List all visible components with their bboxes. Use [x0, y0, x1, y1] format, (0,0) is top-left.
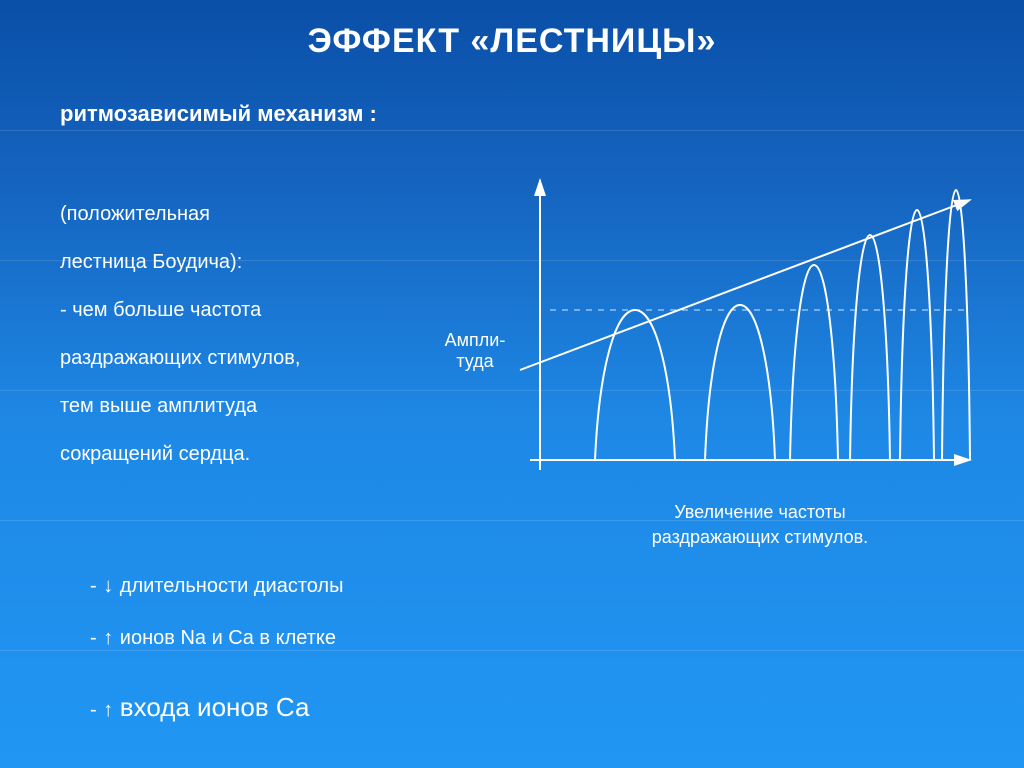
staircase-chart	[480, 170, 980, 490]
chart-svg	[480, 170, 980, 490]
para-line: раздражающих стимулов,	[60, 334, 420, 382]
arrow-up-icon: ↑	[102, 684, 114, 736]
para-line: - чем больше частота	[60, 286, 420, 334]
list-item: - ↑ входа ионов Са	[90, 674, 343, 742]
para-line: сокращений сердца.	[60, 430, 420, 478]
para-line: тем выше амплитуда	[60, 382, 420, 430]
bottom-list: - ↓ длительности диастолы - ↑ ионов Na и…	[90, 560, 343, 742]
slide-title: ЭФФЕКТ «ЛЕСТНИЦЫ»	[0, 0, 1024, 61]
list-item: - ↓ длительности диастолы	[90, 560, 343, 612]
slide-subtitle: ритмозависимый механизм :	[60, 101, 1024, 127]
para-line: (положительная	[60, 190, 420, 238]
paragraph-block: (положительная лестница Боудича): - чем …	[60, 190, 420, 478]
y-axis-label: Ампли- туда	[435, 330, 515, 372]
arrow-up-icon: ↑	[102, 612, 114, 664]
para-line: лестница Боудича):	[60, 238, 420, 286]
list-item: - ↑ ионов Na и Ca в клетке	[90, 612, 343, 664]
arrow-down-icon: ↓	[102, 560, 114, 612]
x-axis-label: Увеличение частоты раздражающих стимулов…	[560, 500, 960, 550]
